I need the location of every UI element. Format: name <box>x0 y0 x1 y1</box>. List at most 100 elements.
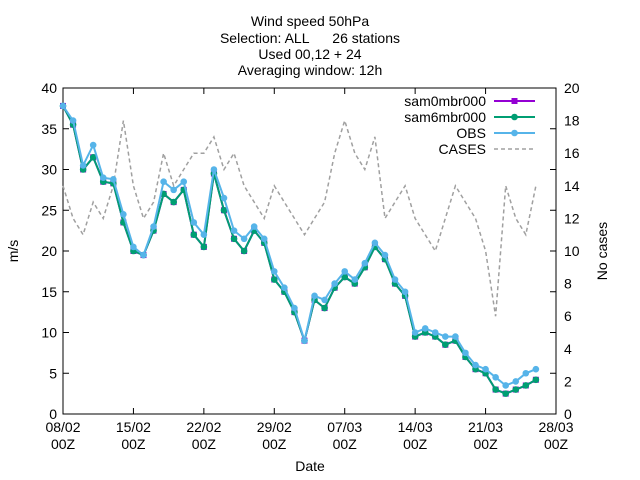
legend-entry-sam6mbr000: sam6mbr000 <box>404 109 535 125</box>
y-tick-label: 0 <box>49 406 57 422</box>
x-tick-label: 22/02 <box>186 419 221 435</box>
data-point-obs <box>291 304 298 312</box>
data-point-obs <box>270 268 278 275</box>
legend-label: CASES <box>439 141 486 157</box>
data-point-obs <box>250 223 258 230</box>
title-line-1: Wind speed 50hPa <box>251 13 370 29</box>
x-axis: 08/0200Z15/0200Z22/0200Z29/0200Z07/0300Z… <box>45 88 574 452</box>
data-point-obs <box>512 378 520 385</box>
y2-tick-label: 0 <box>564 406 572 422</box>
y-tick-label: 35 <box>41 121 57 137</box>
x-tick-label: 07/03 <box>327 419 362 435</box>
series-cases <box>62 118 537 317</box>
y2-tick-label: 12 <box>564 210 580 226</box>
data-point-obs <box>492 374 499 381</box>
y-tick-label: 15 <box>41 284 57 300</box>
x-tick-label: 00Z <box>51 436 76 452</box>
data-point-sam6mbr000 <box>532 376 540 384</box>
legend-marker <box>511 129 518 137</box>
data-point-obs <box>180 178 188 186</box>
x-tick-label: 28/03 <box>538 419 573 435</box>
y-tick-label: 25 <box>41 202 57 218</box>
y-tick-label: 20 <box>41 243 57 259</box>
y2-tick-label: 4 <box>564 341 572 357</box>
data-point-obs <box>411 329 419 336</box>
data-point-obs <box>341 268 349 275</box>
data-point-obs <box>120 211 127 218</box>
data-point-obs <box>502 382 509 389</box>
x-tick-label: 00Z <box>192 436 217 452</box>
legend-entry-obs: OBS <box>456 125 535 141</box>
data-point-sam6mbr000 <box>442 341 449 349</box>
data-point-obs <box>170 186 177 194</box>
y-tick-label: 10 <box>41 325 57 341</box>
data-point-obs <box>79 162 87 169</box>
data-point-obs <box>230 227 238 234</box>
data-point-obs <box>301 337 308 344</box>
x-tick-label: 00Z <box>544 436 569 452</box>
title-line-2: Selection: ALL 26 stations <box>220 30 400 46</box>
data-point-sam6mbr000 <box>512 386 520 393</box>
data-point-obs <box>331 280 338 287</box>
data-point-obs <box>59 102 67 110</box>
x-tick-label: 00Z <box>474 436 499 452</box>
data-point-obs <box>99 174 107 181</box>
data-point-obs <box>381 251 389 259</box>
data-point-obs <box>110 175 117 183</box>
y2-tick-label: 20 <box>564 80 580 96</box>
x-tick-label: 00Z <box>333 436 358 452</box>
data-point-obs <box>260 235 268 243</box>
data-point-obs <box>150 223 157 230</box>
y2-tick-label: 16 <box>564 145 580 161</box>
data-point-sam6mbr000 <box>492 386 499 393</box>
x-axis-label: Date <box>295 458 325 474</box>
y-tick-label: 5 <box>49 365 57 381</box>
title-line-4: Averaging window: 12h <box>238 62 383 78</box>
x-tick-label: 14/03 <box>398 419 433 435</box>
data-point-sam6mbr000 <box>321 304 328 312</box>
y2-axis: 0 2 4 6 8 10 12 14 16 18 20 <box>564 80 580 422</box>
series-obs <box>59 102 540 389</box>
data-point-obs <box>462 349 469 357</box>
data-point-obs <box>442 333 449 340</box>
legend-label: sam0mbr000 <box>404 93 486 109</box>
data-point-sam6mbr000 <box>270 276 278 283</box>
data-point-obs <box>371 239 379 247</box>
chart-title: Wind speed 50hPa Selection: ALL 26 stati… <box>220 13 400 78</box>
data-point-obs <box>522 369 530 377</box>
data-point-obs <box>190 219 198 226</box>
legend-marker <box>511 98 518 104</box>
title-line-3: Used 00,12 + 24 <box>258 46 361 62</box>
x-tick-label: 29/02 <box>257 419 292 435</box>
data-point-sam6mbr000 <box>220 206 228 214</box>
data-point-obs <box>361 259 369 267</box>
y2-tick-label: 18 <box>564 113 580 129</box>
x-tick-label: 00Z <box>403 436 428 452</box>
data-point-obs <box>200 231 208 238</box>
data-point-obs <box>482 365 489 373</box>
data-point-sam6mbr000 <box>341 273 349 281</box>
data-point-sam6mbr000 <box>89 153 97 161</box>
data-point-sam6mbr000 <box>240 247 248 255</box>
data-point-obs <box>220 194 228 202</box>
data-point-obs <box>431 329 439 336</box>
legend-entry-cases: CASES <box>439 141 535 157</box>
data-point-obs <box>130 243 137 251</box>
data-point-obs <box>210 166 218 173</box>
data-point-obs <box>351 276 359 283</box>
data-point-obs <box>69 117 77 124</box>
y2-tick-label: 6 <box>564 308 572 324</box>
data-point-sam6mbr000 <box>522 382 530 389</box>
y2-tick-label: 14 <box>564 178 580 194</box>
data-point-obs <box>140 251 147 259</box>
data-point-sam6mbr000 <box>230 235 238 243</box>
y2-tick-label: 8 <box>564 276 572 292</box>
legend-entry-sam0mbr000: sam0mbr000 <box>404 93 535 109</box>
data-point-sam6mbr000 <box>502 390 509 397</box>
y-axis-label: m/s <box>5 240 21 263</box>
series-line-cases <box>62 118 537 317</box>
data-point-obs <box>391 276 399 283</box>
data-point-sam6mbr000 <box>170 198 177 206</box>
